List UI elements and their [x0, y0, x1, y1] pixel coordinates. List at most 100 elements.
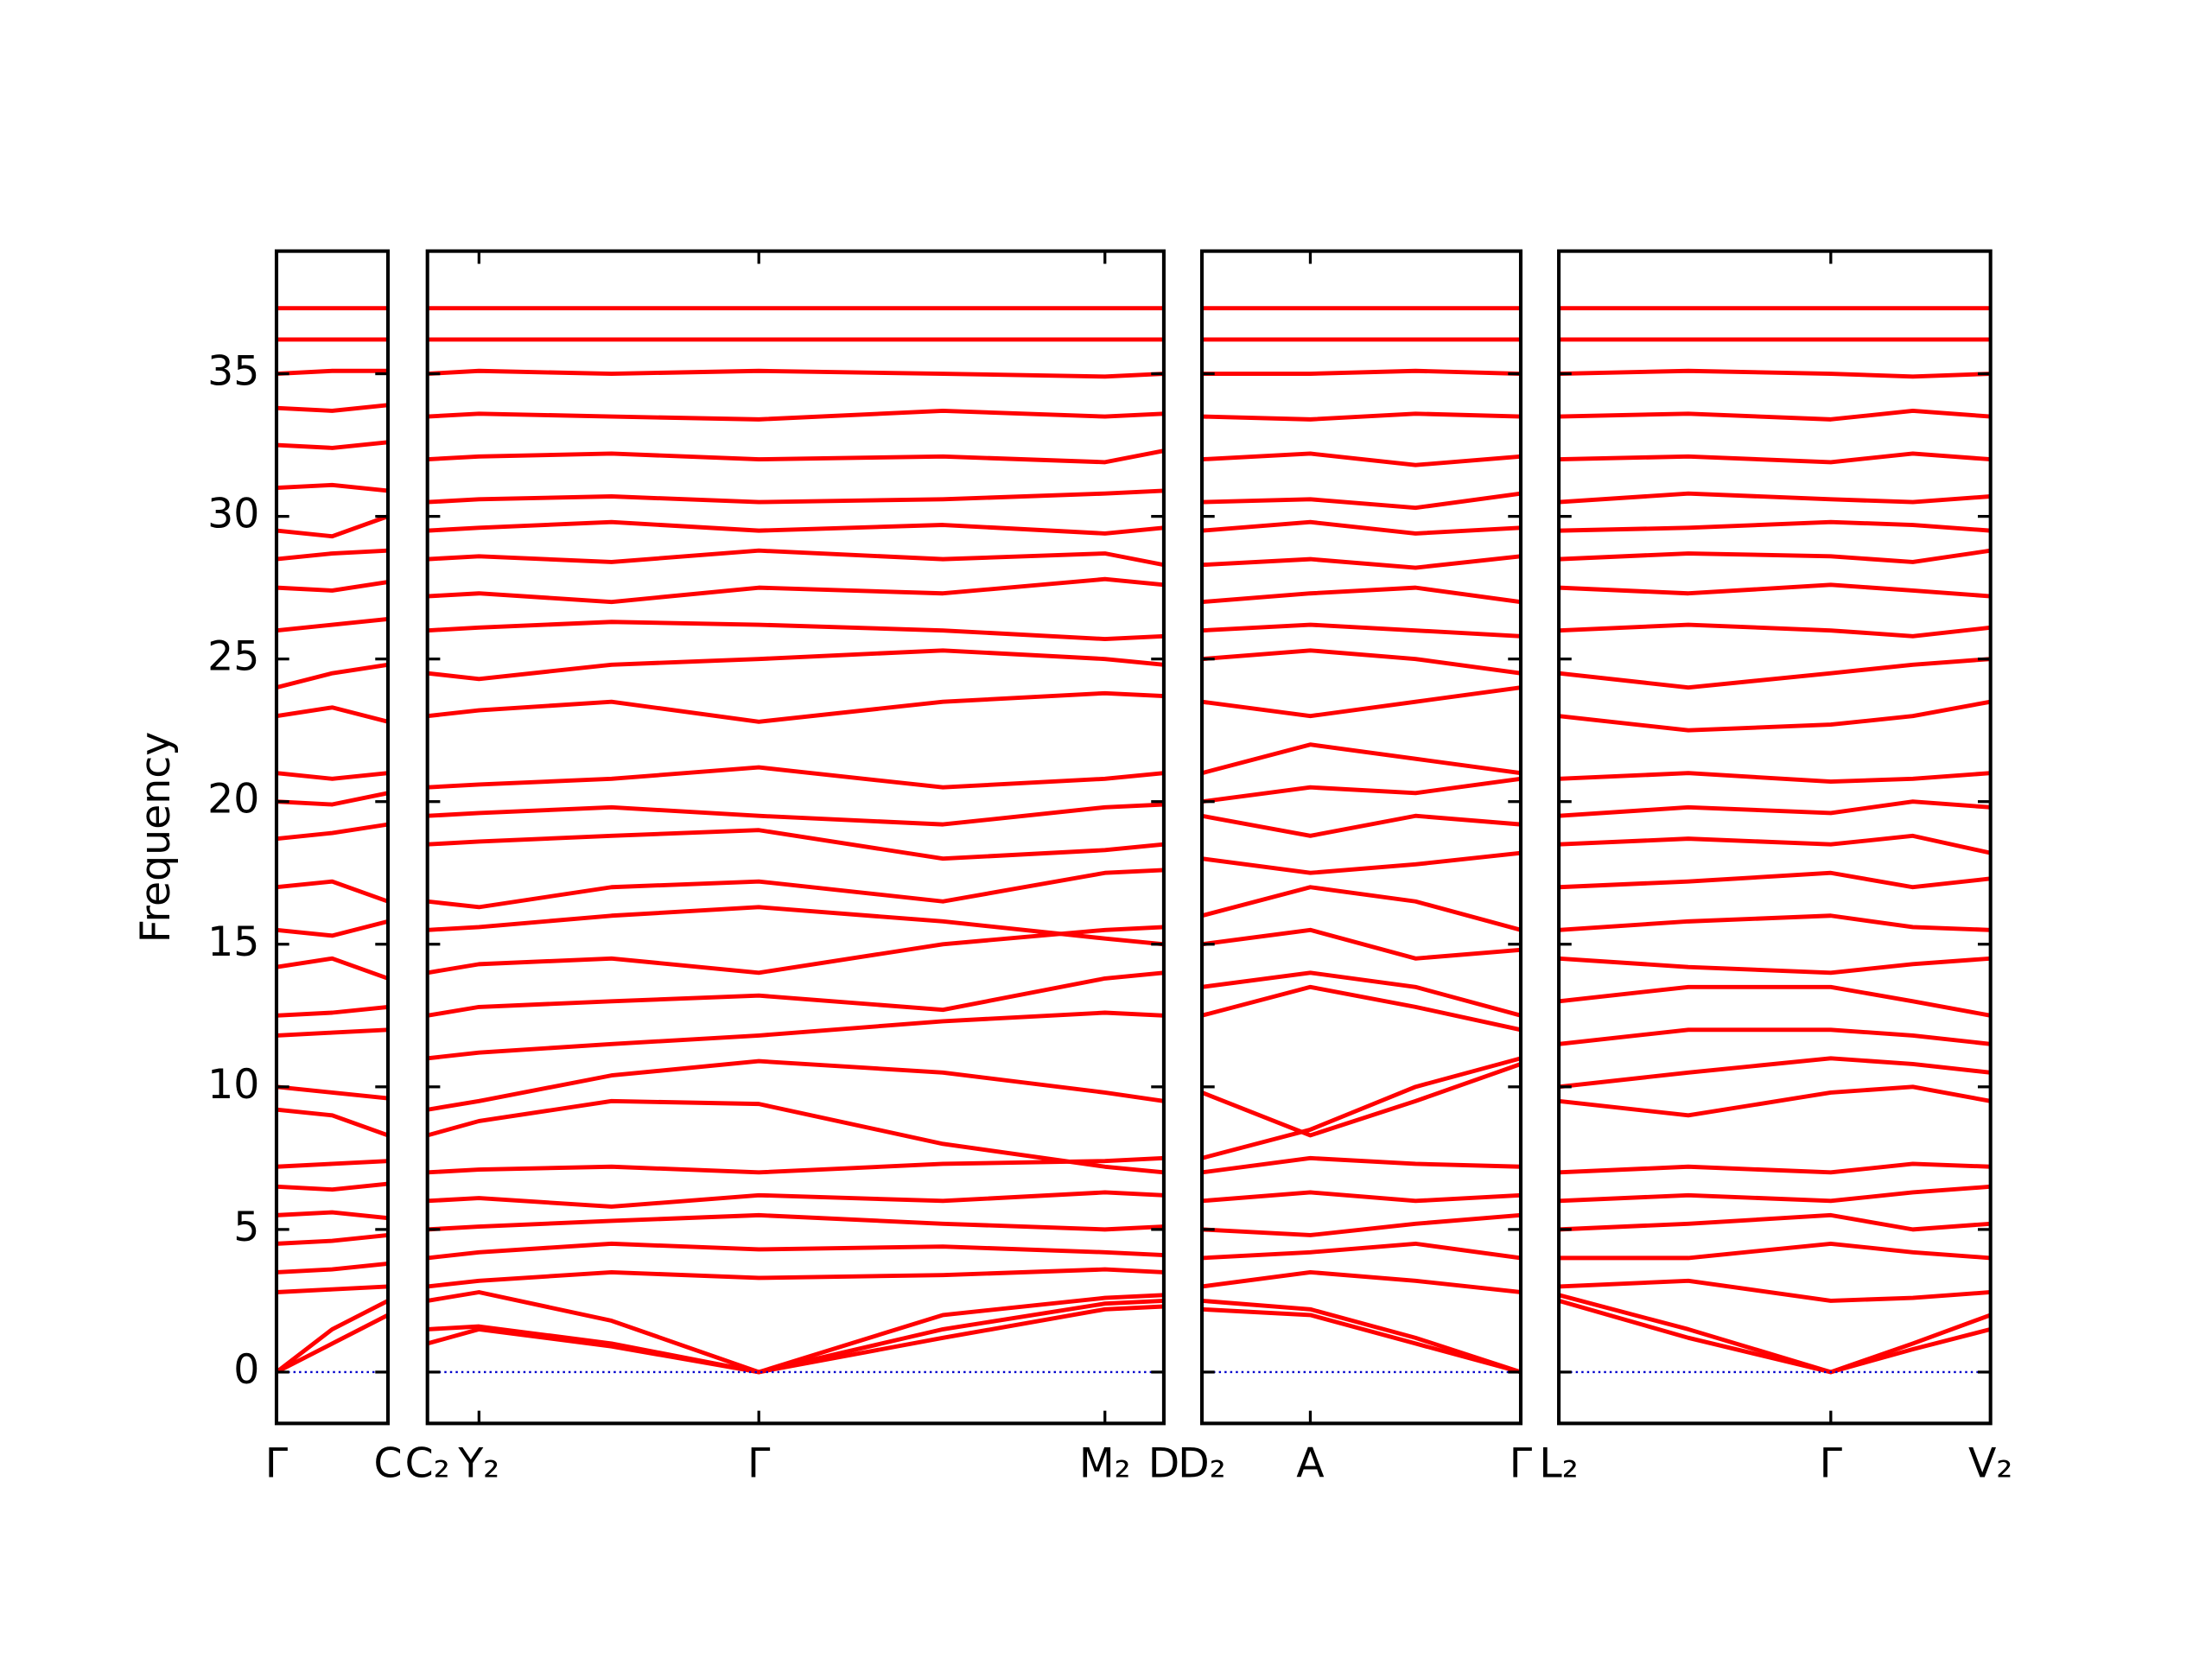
band-line [1201, 1306, 1522, 1375]
band-line [1201, 1269, 1522, 1294]
band-line [276, 1107, 389, 1138]
band-line [1558, 1212, 1991, 1232]
band-line [276, 1027, 389, 1038]
y-axis-label: Frequency [132, 732, 180, 944]
band-line [1201, 554, 1522, 570]
axes-frame [425, 249, 1166, 1426]
band-line [1201, 850, 1522, 875]
y-tick-label: 25 [207, 633, 259, 681]
band-line [427, 488, 1165, 505]
band-line [427, 368, 1165, 379]
band-line [1559, 1241, 1991, 1261]
axes-frame [1557, 249, 1993, 1426]
band-line [1558, 491, 1991, 505]
band-line [427, 409, 1165, 422]
band-line [276, 791, 389, 807]
band-line [275, 1313, 390, 1375]
band-line [1558, 622, 1991, 639]
x-tick-label: Γ [265, 1440, 289, 1487]
band-line [427, 970, 1165, 1018]
band-line [427, 448, 1165, 465]
band-line [427, 576, 1165, 605]
band-line [276, 1284, 389, 1294]
band-line [276, 1004, 389, 1018]
band-line [427, 620, 1165, 642]
band-line [1201, 451, 1522, 467]
y-tick-label: 35 [207, 348, 259, 396]
band-line [1201, 1190, 1522, 1204]
x-tick-label: D₂ [1178, 1440, 1225, 1487]
x-tick-label: D [1148, 1440, 1179, 1487]
band-line [1201, 984, 1522, 1033]
band-line [276, 1210, 389, 1221]
band-line [1201, 519, 1522, 536]
band-line [275, 1299, 390, 1374]
band-line [276, 548, 389, 562]
x-tick-label: Γ [747, 1440, 771, 1487]
band-line [276, 1181, 389, 1192]
band-line [276, 514, 389, 539]
band-line [427, 1212, 1165, 1232]
band-line [1558, 1084, 1992, 1118]
x-tick-label: L₂ [1539, 1440, 1578, 1487]
band-line [276, 705, 389, 724]
band-line [427, 1010, 1165, 1061]
y-tick-label: 30 [207, 491, 259, 538]
band-line [427, 868, 1165, 910]
band-line [427, 905, 1165, 947]
band-line [1558, 699, 1992, 733]
band-line [276, 1262, 389, 1274]
band-line [276, 580, 389, 593]
band-line [276, 771, 389, 781]
y-tick-label: 0 [233, 1346, 259, 1394]
band-line [1558, 582, 1991, 599]
axes-frame [274, 249, 391, 1426]
y-tick-label: 15 [207, 918, 259, 966]
x-tick-label: V₂ [1968, 1440, 2012, 1487]
band-line [1558, 548, 1992, 564]
band-line [1201, 648, 1522, 676]
band-line [276, 1233, 389, 1246]
band-line [276, 482, 389, 493]
axes-frame [1199, 249, 1523, 1426]
band-line [1558, 1056, 1991, 1090]
band-line [1558, 956, 1991, 976]
band-line [1558, 771, 1991, 785]
band-line [1201, 1212, 1522, 1237]
band-line [1558, 1278, 1991, 1303]
band-line [427, 1155, 1165, 1175]
x-tick-label: C [373, 1440, 402, 1487]
band-line [276, 368, 388, 377]
band-line [1558, 870, 1991, 890]
band-line [1201, 622, 1522, 639]
band-line [1558, 833, 1992, 855]
band-line [427, 925, 1165, 976]
band-line [1201, 1241, 1522, 1261]
x-tick-label: Γ [1820, 1440, 1843, 1487]
band-line [1201, 491, 1522, 511]
band-line [1558, 1161, 1991, 1175]
band-line [276, 403, 389, 413]
band-line [1201, 1062, 1522, 1138]
band-line [1201, 1155, 1522, 1175]
band-line [1201, 776, 1522, 804]
band-line [1201, 585, 1522, 605]
band-line [1558, 1184, 1991, 1204]
band-line [427, 1058, 1165, 1112]
band-line [1201, 742, 1522, 776]
band-line [1201, 685, 1522, 719]
x-tick-label: C₂ [405, 1440, 450, 1487]
band-line [1202, 368, 1522, 377]
x-tick-label: Y₂ [457, 1440, 499, 1487]
band-line [427, 548, 1165, 568]
band-line [1201, 411, 1522, 422]
band-line [427, 1290, 1165, 1375]
band-line [276, 918, 389, 938]
band-line [276, 1159, 389, 1169]
band-line [427, 1190, 1165, 1209]
x-tick-label: Γ [1510, 1440, 1533, 1487]
band-line [276, 956, 389, 981]
band-line [1201, 885, 1522, 932]
y-tick-label: 5 [233, 1204, 259, 1251]
